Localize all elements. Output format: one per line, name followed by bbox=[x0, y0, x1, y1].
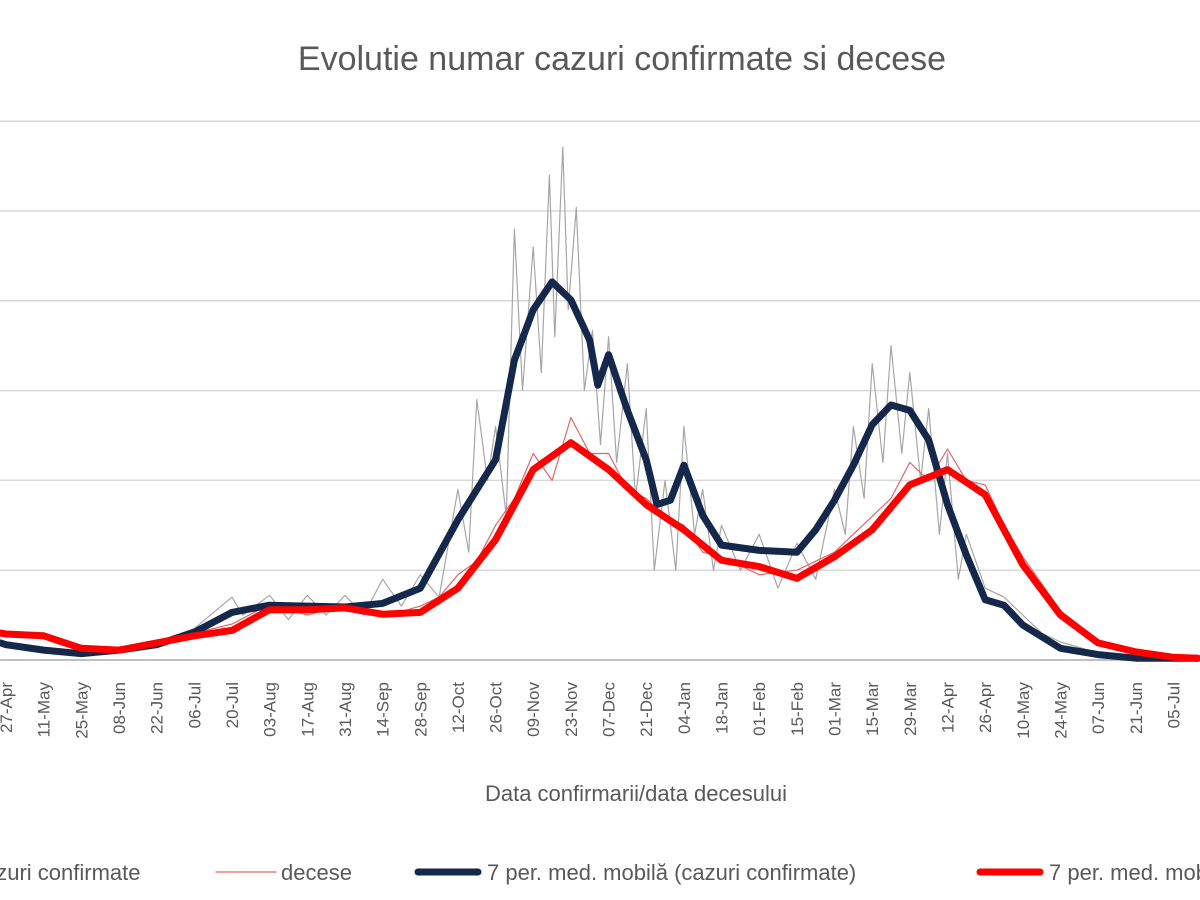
x-tick-label: 29-Mar bbox=[901, 682, 920, 736]
x-tick-label: 08-Jun bbox=[110, 682, 129, 734]
series-line-0 bbox=[0, 146, 1199, 659]
series-lines bbox=[0, 146, 1200, 662]
x-tick-label: 23-Nov bbox=[562, 682, 581, 737]
x-tick-label: 07-Dec bbox=[600, 682, 619, 737]
x-tick-label: 15-Feb bbox=[788, 682, 807, 736]
legend-label-2: 7 per. med. mobilă (cazuri confirmate) bbox=[487, 860, 856, 885]
x-tick-label: 21-Jun bbox=[1127, 682, 1146, 734]
gridlines bbox=[0, 120, 1200, 661]
series-line-3 bbox=[0, 439, 1200, 662]
x-tick-label: 18-Jan bbox=[713, 682, 732, 734]
x-tick-label: 03-Aug bbox=[261, 682, 280, 737]
x-tick-label: 22-Jun bbox=[148, 682, 167, 734]
x-axis-title: Data confirmarii/data decesului bbox=[485, 781, 787, 806]
series-line-1 bbox=[0, 416, 1199, 659]
x-tick-label: 17-Aug bbox=[298, 682, 317, 737]
x-tick-label: 04-Jan bbox=[675, 682, 694, 734]
x-tick-label: 26-Apr bbox=[976, 682, 995, 733]
legend-label-1: decese bbox=[281, 860, 352, 885]
x-tick-label: 10-May bbox=[1014, 682, 1033, 739]
x-tick-label: 26-Oct bbox=[487, 682, 506, 733]
x-tick-label: 11-May bbox=[35, 682, 54, 738]
chart-title: Evolutie numar cazuri confirmate si dece… bbox=[298, 40, 946, 78]
x-tick-label: 28-Sep bbox=[411, 682, 430, 737]
x-tick-label: 09-Nov bbox=[524, 682, 543, 737]
x-tick-labels: 27-Apr 11-May 25-May 08-Jun 22-Jun 06-Jul 20-J… bbox=[0, 682, 1183, 739]
x-tick-label: 12-Oct bbox=[449, 682, 468, 733]
x-tick-label: 25-May bbox=[72, 682, 91, 739]
x-tick-label: 15-Mar bbox=[863, 682, 882, 736]
legend-label-3: 7 per. med. mobilă (decese) bbox=[1049, 860, 1200, 885]
x-tick-label: 27-Apr bbox=[0, 682, 16, 733]
x-tick-label: 21-Dec bbox=[637, 682, 656, 737]
legend: cazuri confirmate decese 7 per. med. mobil… bbox=[0, 860, 1200, 885]
x-tick-label: 05-Jul bbox=[1164, 682, 1183, 728]
x-tick-label: 24-May bbox=[1051, 682, 1070, 739]
legend-label-0: cazuri confirmate bbox=[0, 860, 141, 885]
x-tick-label: 14-Sep bbox=[374, 682, 393, 737]
x-tick-label: 31-Aug bbox=[336, 682, 355, 737]
x-tick-label: 01-Mar bbox=[826, 682, 845, 736]
x-tick-label: 01-Feb bbox=[750, 682, 769, 736]
x-tick-label: 12-Apr bbox=[939, 682, 958, 733]
series-line-2 bbox=[0, 278, 1200, 662]
x-tick-label: 07-Jun bbox=[1089, 682, 1108, 734]
x-tick-label: 06-Jul bbox=[185, 682, 204, 728]
x-tick-label: 20-Jul bbox=[223, 682, 242, 728]
